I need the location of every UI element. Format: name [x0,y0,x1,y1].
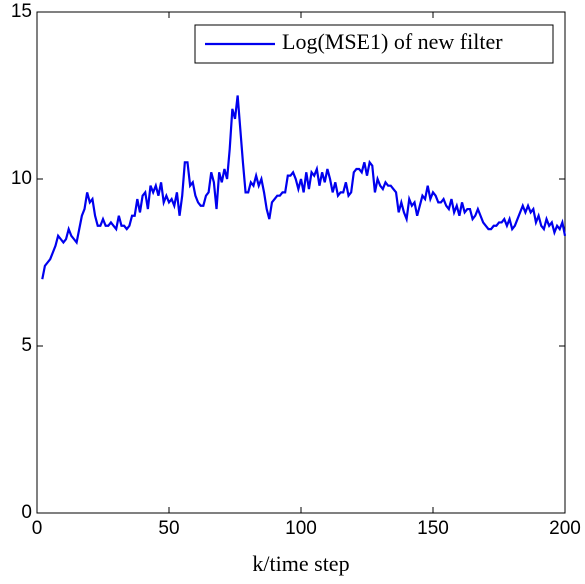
y-tick-label: 0 [21,502,32,523]
x-tick-label: 150 [417,518,449,539]
x-axis-label: k/time step [252,551,349,576]
x-tick-label: 200 [549,518,581,539]
y-tick-label: 15 [11,1,32,22]
legend-label: Log(MSE1) of new filter [282,29,503,54]
y-tick-label: 10 [11,168,32,189]
data-line [41,95,567,280]
x-tick-label: 100 [285,518,317,539]
y-tick-label: 5 [21,335,32,356]
x-tick-label: 0 [32,518,43,539]
x-tick-label: 50 [158,518,179,539]
